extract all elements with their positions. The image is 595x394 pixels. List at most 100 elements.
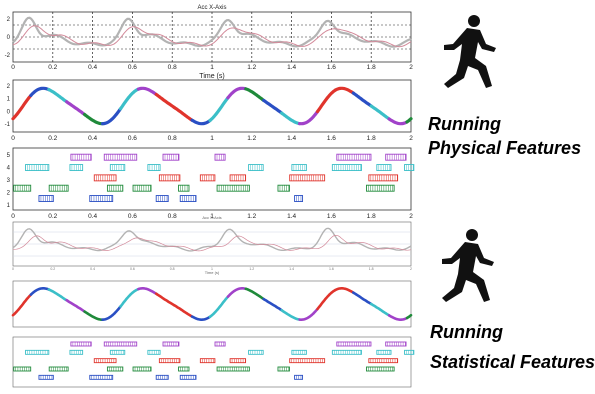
x-tick-label: 0.8 (168, 64, 177, 71)
segment-band (179, 195, 197, 202)
signal-segment (47, 288, 68, 302)
signal-segment (387, 117, 409, 126)
x-tick-label: 2 (409, 64, 413, 71)
segment-band (385, 341, 407, 347)
x-tick-label: 0.4 (90, 267, 95, 271)
y-tick-labels: 5 4 3 2 1 (7, 153, 11, 209)
y-tick-label: -1 (5, 122, 11, 128)
signal-segment (190, 315, 212, 321)
signal-line-pink (12, 234, 412, 252)
signal-segment (83, 112, 105, 126)
x-tick-label: 0.2 (48, 213, 57, 220)
y-tick-label: 2 (7, 191, 11, 197)
x-tick-label: 1 (210, 135, 214, 142)
signal-segment (11, 93, 33, 121)
segment-band (229, 174, 247, 182)
x-tick-label: 0.2 (48, 64, 57, 71)
segment-bands (13, 341, 415, 380)
x-tick-labels: 0 0.2 0.4 0.6 0.8 1 1.2 1.4 1.6 1.8 2 (11, 64, 413, 71)
signal-segment (333, 86, 355, 95)
segment-bands (13, 153, 415, 202)
y-tick-labels: 2 0 -2 (5, 17, 11, 59)
x-tick-label: 1.6 (327, 64, 336, 71)
signal-segment (208, 96, 230, 123)
signal-segment (244, 287, 265, 301)
x-tick-label: 0.2 (48, 135, 57, 142)
x-tick-label: 1.8 (367, 213, 376, 220)
x-tick-label: 0.6 (128, 64, 137, 71)
segment-band (214, 341, 226, 347)
segmented-signal (11, 86, 413, 126)
segment-band (132, 184, 152, 192)
segment-band (216, 184, 250, 192)
y-tick-label: 3 (7, 178, 11, 184)
segment-band (158, 358, 181, 364)
segment-band (70, 341, 92, 347)
caption-statistical-activity: Running (430, 322, 503, 342)
panel-signal-physical-xlabel: Time (s) (199, 73, 224, 80)
panel-bands-physical: 5 4 3 2 1 0 0.2 0.4 0.6 0.8 1 1.2 1.4 1.6 1.8 2 (7, 147, 415, 220)
signal-segment (11, 293, 33, 317)
signal-segment (29, 287, 51, 296)
segment-band (368, 174, 399, 182)
signal-segment (29, 86, 51, 97)
panel-signal-physical-title: Acc X-Axis (197, 5, 226, 11)
x-tick-label: 0.8 (170, 267, 175, 271)
x-tick-label: 0.6 (128, 135, 137, 142)
signal-segment (172, 105, 194, 122)
x-tick-label: 0 (11, 213, 15, 220)
signal-segment (119, 287, 140, 308)
signal-segment (172, 303, 194, 318)
segment-band (216, 366, 250, 372)
segment-band (147, 164, 161, 171)
segment-band (25, 349, 50, 355)
segment-band (291, 164, 307, 171)
x-tick-label: 0.4 (88, 64, 97, 71)
x-tick-label: 1.4 (289, 267, 294, 271)
signal-segment (47, 88, 69, 104)
caption-physical-features: Physical Features (428, 138, 582, 158)
x-tick-label: 0 (11, 135, 15, 142)
segment-band (277, 184, 290, 192)
x-tick-label: 1 (210, 64, 214, 71)
x-tick-label: 0.2 (50, 267, 55, 271)
segment-band (199, 358, 216, 364)
panel-signal-statistical: Acc X-Axis 0 0.2 0.4 0.6 0.8 1 1.2 1.4 1.6 1.8 2 T… (12, 215, 412, 275)
signal-segment (280, 111, 302, 126)
x-tick-label: 1 (211, 267, 213, 271)
x-tick-label: 1.8 (367, 64, 376, 71)
signal-segment (83, 310, 104, 321)
segment-band (277, 366, 290, 372)
segment-band (248, 164, 264, 171)
segment-band (109, 164, 126, 171)
signal-segment (369, 302, 391, 317)
x-tick-label: 0.6 (128, 213, 137, 220)
signal-segment (315, 88, 337, 114)
runner-silhouette-icon (442, 229, 494, 302)
signal-segment (369, 104, 391, 121)
segment-band (155, 195, 169, 202)
segment-band (89, 195, 114, 202)
panel-signal-physical: Acc X-Axis 0 0.2 0.4 0.6 0.8 1 1.2 1.4 1.6 1.8 2 2… (5, 5, 414, 80)
signal-segment (262, 297, 283, 312)
y-tick-label: 0 (7, 109, 11, 115)
x-tick-label: 0.6 (130, 267, 135, 271)
y-tick-label: 2 (7, 17, 11, 23)
x-tick-label: 0 (11, 64, 15, 71)
segment-band (158, 174, 181, 182)
signal-segment (136, 86, 158, 97)
x-tick-label: 0.8 (168, 135, 177, 142)
x-tick-label: 1.2 (247, 64, 256, 71)
y-tick-label: 2 (7, 84, 11, 90)
segment-band (155, 374, 169, 380)
x-tick-labels: 0 0.2 0.4 0.6 0.8 1 1.2 1.4 1.6 1.8 2 (12, 267, 412, 271)
segment-band (331, 164, 362, 171)
segment-band (376, 164, 392, 171)
signal-segment (262, 98, 284, 115)
y-tick-label: -2 (5, 53, 11, 59)
y-tick-label: 1 (7, 97, 11, 103)
signal-segment (334, 287, 355, 294)
caption-physical-activity: Running (428, 114, 501, 134)
segment-band (179, 374, 197, 380)
